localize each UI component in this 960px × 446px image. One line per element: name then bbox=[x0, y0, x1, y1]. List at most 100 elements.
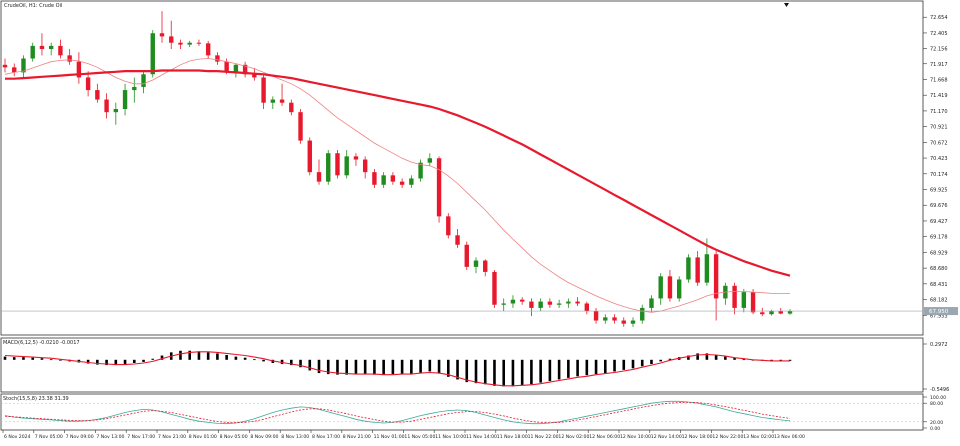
candle-body bbox=[649, 298, 654, 308]
macd-panel-frame bbox=[0, 337, 924, 393]
macd-histogram-bar bbox=[613, 359, 616, 372]
candle-body bbox=[224, 61, 229, 73]
time-tick-label: 12 Nov 22:00 bbox=[712, 434, 743, 440]
macd-histogram-bar bbox=[548, 359, 552, 382]
price-panel-frame bbox=[0, 0, 924, 336]
macd-histogram-bar bbox=[539, 359, 542, 383]
macd-histogram-bar bbox=[31, 357, 35, 360]
time-tick-label: 13 Nov 02:00 bbox=[743, 434, 774, 440]
candle-body bbox=[695, 257, 700, 283]
macd-histogram-bar bbox=[243, 357, 247, 360]
candle-body bbox=[427, 158, 433, 163]
stoch-legend: Stoch(15,5,8) 23.38 31.39 bbox=[3, 396, 69, 402]
macd-histogram-bar bbox=[179, 350, 182, 360]
macd-histogram-bar bbox=[483, 359, 487, 385]
macd-histogram-bar bbox=[197, 351, 201, 360]
candle-body bbox=[362, 159, 368, 173]
candle-body bbox=[261, 77, 266, 103]
candle-body bbox=[750, 292, 756, 313]
macd-histogram-bar bbox=[733, 357, 736, 360]
price-tick-label: 71.419 bbox=[930, 93, 948, 99]
candle-body bbox=[399, 181, 405, 185]
chart-title-label: CrudeOil, H1: Crude Oil bbox=[4, 3, 63, 9]
macd-histogram-bar bbox=[299, 359, 302, 368]
macd-histogram-bar bbox=[428, 359, 432, 372]
macd-histogram-bar bbox=[391, 359, 395, 375]
macd-histogram-bar bbox=[557, 359, 561, 380]
time-tick-label: 7 Nov 21:00 bbox=[158, 434, 186, 440]
macd-histogram-bar bbox=[659, 359, 663, 362]
macd-histogram-bar bbox=[437, 359, 441, 374]
candle-body bbox=[676, 279, 682, 299]
candle-body bbox=[381, 175, 386, 185]
price-tick-label: 70.174 bbox=[930, 172, 948, 178]
stoch-tick-label: 0.00 bbox=[930, 426, 940, 432]
macd-histogram-bar bbox=[216, 353, 219, 360]
macd-histogram-bar bbox=[511, 359, 515, 387]
candle-body bbox=[30, 45, 35, 59]
price-tick-label: 72.156 bbox=[930, 47, 948, 53]
stoch-panel bbox=[1, 400, 923, 425]
candle-body bbox=[372, 172, 377, 185]
time-tick-label: 11 Nov 18:00 bbox=[497, 434, 528, 440]
scroll-marker-icon[interactable] bbox=[784, 3, 789, 7]
macd-histogram-bar bbox=[363, 359, 367, 375]
macd-histogram-bar bbox=[280, 359, 284, 365]
macd-histogram-bar bbox=[705, 353, 709, 360]
candle-body bbox=[270, 99, 276, 103]
candle-body bbox=[575, 301, 580, 304]
macd-histogram-bar bbox=[502, 359, 506, 387]
time-tick-label: 7 Nov 17:00 bbox=[127, 434, 155, 440]
time-tick-label: 11 Nov 05:00 bbox=[404, 434, 435, 440]
macd-histogram-bar bbox=[40, 358, 44, 360]
candle-body bbox=[298, 112, 303, 141]
macd-histogram-bar bbox=[373, 359, 376, 375]
time-tick-label: 12 Nov 06:00 bbox=[589, 434, 620, 440]
candle-body bbox=[12, 67, 17, 73]
price-tick-label: 70.672 bbox=[930, 140, 948, 146]
stoch-tick-label: 100.00 bbox=[930, 395, 946, 401]
stoch-tick-label: 20.00 bbox=[930, 420, 943, 426]
macd-histogram-bar bbox=[493, 359, 496, 386]
candle-body bbox=[242, 64, 248, 75]
time-tick-label: 12 Nov 14:00 bbox=[651, 434, 682, 440]
candle-body bbox=[547, 301, 553, 305]
macd-histogram-bar bbox=[132, 359, 136, 363]
price-tick-label: 71.668 bbox=[930, 77, 948, 83]
macd-histogram-bar bbox=[345, 359, 349, 375]
macd-histogram-bar bbox=[742, 359, 746, 361]
candle-body bbox=[252, 74, 257, 78]
price-tick-label: 68.929 bbox=[930, 250, 948, 256]
candle-body bbox=[593, 311, 599, 321]
candle-body bbox=[519, 299, 525, 302]
candle-body bbox=[760, 312, 765, 315]
candle-body bbox=[501, 303, 506, 305]
time-tick-label: 8 Nov 09:00 bbox=[250, 434, 278, 440]
macd-histogram-bar bbox=[86, 359, 90, 364]
macd-histogram-bar bbox=[622, 359, 626, 370]
macd-histogram-bar bbox=[474, 359, 478, 384]
price-tick-label: 69.676 bbox=[930, 203, 948, 209]
time-tick-label: 11 Nov 01:00 bbox=[374, 434, 405, 440]
candle-body bbox=[141, 74, 146, 87]
candle-body bbox=[556, 303, 562, 305]
time-tick-label: 11 Nov 22:00 bbox=[528, 434, 559, 440]
candle-body bbox=[713, 254, 719, 299]
candle-body bbox=[732, 285, 737, 308]
macd-histogram-bar bbox=[105, 359, 108, 366]
candle-body bbox=[48, 45, 54, 50]
candle-body bbox=[483, 260, 488, 272]
candle-body bbox=[2, 64, 8, 68]
candle-body bbox=[353, 156, 359, 160]
candle-body bbox=[187, 42, 192, 45]
macd-histogram-bar bbox=[308, 359, 312, 371]
candle-body bbox=[196, 42, 202, 44]
candle-body bbox=[640, 307, 645, 321]
current-price-tag bbox=[924, 307, 958, 316]
macd-histogram-bar bbox=[779, 359, 783, 361]
price-panel bbox=[0, 11, 923, 327]
candle-body bbox=[289, 102, 294, 113]
macd-tick-label: 0.2972 bbox=[930, 342, 948, 348]
candle-body bbox=[787, 311, 793, 314]
